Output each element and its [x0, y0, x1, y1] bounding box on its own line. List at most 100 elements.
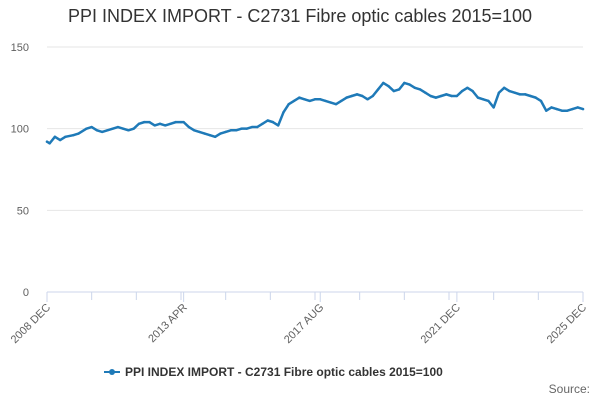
data-point[interactable]	[282, 111, 285, 114]
data-point[interactable]	[350, 94, 353, 98]
data-point[interactable]	[376, 88, 380, 91]
data-point[interactable]	[387, 85, 390, 88]
data-point[interactable]	[143, 120, 146, 124]
data-point[interactable]	[106, 129, 109, 132]
data-point[interactable]	[476, 96, 480, 99]
data-point[interactable]	[434, 96, 438, 99]
data-point[interactable]	[240, 127, 243, 130]
data-point[interactable]	[182, 120, 185, 124]
data-point[interactable]	[137, 122, 141, 125]
data-point[interactable]	[497, 91, 501, 94]
data-point[interactable]	[424, 91, 427, 94]
data-point[interactable]	[179, 120, 183, 124]
data-point[interactable]	[261, 122, 264, 125]
data-point[interactable]	[403, 81, 406, 85]
data-point[interactable]	[513, 91, 516, 94]
data-point[interactable]	[198, 130, 201, 134]
data-point[interactable]	[158, 122, 162, 125]
data-point[interactable]	[277, 124, 280, 127]
data-point[interactable]	[187, 125, 191, 129]
data-point[interactable]	[116, 125, 120, 129]
data-point[interactable]	[319, 98, 322, 101]
data-point[interactable]	[334, 102, 338, 106]
data-point[interactable]	[545, 109, 548, 112]
data-point[interactable]	[148, 120, 151, 124]
data-point[interactable]	[219, 132, 222, 135]
data-point[interactable]	[64, 135, 67, 139]
data-point[interactable]	[208, 134, 212, 137]
data-point[interactable]	[397, 88, 401, 91]
data-point[interactable]	[192, 129, 196, 132]
data-point[interactable]	[122, 127, 125, 130]
data-point[interactable]	[355, 93, 359, 96]
data-point[interactable]	[361, 94, 364, 98]
data-point[interactable]	[450, 94, 453, 98]
data-point[interactable]	[518, 93, 522, 96]
data-point[interactable]	[308, 99, 311, 103]
data-point[interactable]	[250, 125, 254, 129]
data-point[interactable]	[58, 138, 62, 142]
data-point[interactable]	[366, 98, 369, 101]
data-point[interactable]	[95, 129, 99, 132]
data-point[interactable]	[153, 124, 156, 127]
data-point[interactable]	[524, 93, 527, 96]
data-point[interactable]	[329, 101, 332, 104]
series-line-0[interactable]	[45, 81, 585, 145]
data-point[interactable]	[455, 94, 459, 98]
data-point[interactable]	[529, 94, 532, 98]
data-point[interactable]	[418, 88, 422, 91]
data-point[interactable]	[345, 96, 348, 99]
data-point[interactable]	[48, 142, 51, 145]
data-point[interactable]	[576, 106, 579, 109]
data-point[interactable]	[77, 132, 80, 135]
data-point[interactable]	[213, 135, 217, 139]
data-point[interactable]	[85, 127, 88, 130]
data-point[interactable]	[571, 107, 574, 111]
data-point[interactable]	[502, 86, 506, 90]
legend-item-label[interactable]: PPI INDEX IMPORT - C2731 Fibre optic cab…	[125, 365, 443, 379]
data-point[interactable]	[392, 89, 396, 93]
data-point[interactable]	[460, 89, 464, 93]
data-point[interactable]	[581, 107, 585, 111]
data-point[interactable]	[127, 129, 130, 132]
legend[interactable]: PPI INDEX IMPORT - C2731 Fibre optic cab…	[104, 365, 443, 379]
data-point[interactable]	[234, 129, 238, 132]
data-point[interactable]	[45, 140, 49, 143]
data-point[interactable]	[382, 81, 385, 85]
data-point[interactable]	[256, 125, 259, 129]
data-point[interactable]	[466, 86, 469, 90]
data-point[interactable]	[111, 127, 114, 130]
data-point[interactable]	[508, 89, 511, 93]
data-point[interactable]	[292, 99, 296, 103]
data-point[interactable]	[287, 102, 290, 106]
data-point[interactable]	[445, 93, 448, 96]
data-point[interactable]	[53, 135, 57, 139]
data-point[interactable]	[555, 107, 558, 111]
data-point[interactable]	[408, 83, 411, 86]
data-point[interactable]	[371, 94, 374, 98]
data-point[interactable]	[245, 127, 248, 130]
data-point[interactable]	[413, 86, 417, 90]
data-point[interactable]	[481, 98, 485, 101]
data-point[interactable]	[303, 98, 306, 101]
data-point[interactable]	[539, 99, 543, 103]
data-point[interactable]	[429, 94, 432, 98]
data-point[interactable]	[229, 129, 233, 132]
data-point[interactable]	[224, 130, 227, 134]
data-point[interactable]	[324, 99, 327, 103]
data-point[interactable]	[298, 96, 301, 99]
data-point[interactable]	[72, 134, 75, 137]
data-point[interactable]	[534, 96, 537, 99]
data-point[interactable]	[203, 132, 206, 135]
data-point[interactable]	[566, 109, 569, 112]
data-point[interactable]	[492, 106, 495, 109]
data-point[interactable]	[271, 120, 275, 124]
data-point[interactable]	[313, 98, 317, 101]
data-point[interactable]	[439, 94, 443, 98]
data-point[interactable]	[132, 127, 135, 130]
data-point[interactable]	[100, 130, 104, 134]
data-point[interactable]	[169, 122, 172, 125]
data-point[interactable]	[560, 109, 564, 112]
data-point[interactable]	[164, 124, 167, 127]
data-point[interactable]	[174, 120, 177, 124]
